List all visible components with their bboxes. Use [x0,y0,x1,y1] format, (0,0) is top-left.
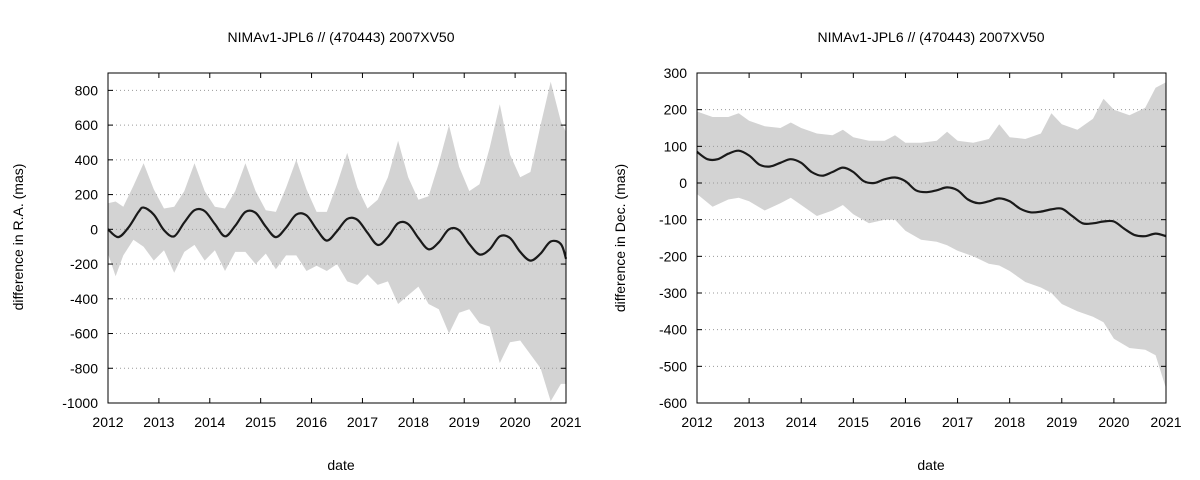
y-tick-label: -800 [70,360,98,376]
x-tick-label: 2015 [838,414,869,430]
x-tick-label: 2018 [994,414,1025,430]
y-tick-label: 300 [664,65,688,81]
uncertainty-band [108,81,566,402]
plot-frame [696,72,1167,404]
y-tick-label: 400 [75,152,99,168]
dec-difference-chart: NIMAv1-JPL6 // (470443) 2007XV50 date di… [612,29,1182,473]
y-tick-label: -300 [659,285,687,301]
ra-difference-chart: NIMAv1-JPL6 // (470443) 2007XV50 date di… [10,29,582,473]
x-tick-label: 2019 [1046,414,1077,430]
y-tick-label: -200 [659,248,687,264]
x-tick-label: 2016 [890,414,921,430]
x-tick-label: 2019 [449,414,480,430]
uncertainty-band [697,82,1166,389]
y-tick-label: -200 [70,256,98,272]
x-tick-label: 2012 [681,414,712,430]
x-tick-label: 2017 [942,414,973,430]
x-tick-label: 2016 [296,414,327,430]
y-tick-label: 0 [679,175,687,191]
y-tick-label: -100 [659,212,687,228]
x-tick-label: 2013 [143,414,174,430]
plot-frame [107,72,567,404]
y-tick-label: 800 [75,82,99,98]
x-tick-label: 2013 [734,414,765,430]
x-tick-label: 2014 [786,414,817,430]
y-tick-label: 200 [75,187,99,203]
x-tick-label: 2017 [347,414,378,430]
difference-line [107,206,568,262]
x-tick-label: 2012 [92,414,123,430]
chart-title: NIMAv1-JPL6 // (470443) 2007XV50 [818,29,1045,45]
y-tick-label: 100 [664,138,688,154]
y-tick-label: -400 [70,291,98,307]
plot-area [107,72,568,404]
x-tick-label: 2015 [245,414,276,430]
y-tick-label: 0 [90,221,98,237]
x-tick-label: 2021 [550,414,581,430]
x-tick-label: 2014 [194,414,225,430]
y-tick-label: -600 [70,326,98,342]
y-axis-label: difference in R.A. (mas) [10,164,26,311]
y-tick-label: -500 [659,358,687,374]
difference-line [696,149,1167,238]
chart-title: NIMAv1-JPL6 // (470443) 2007XV50 [228,29,455,45]
y-tick-label: 200 [664,102,688,118]
y-tick-label: -1000 [62,395,98,411]
x-axis-label: date [327,457,354,473]
plot-area [696,72,1167,404]
y-tick-label: -600 [659,395,687,411]
x-axis-label: date [917,457,944,473]
x-tick-label: 2020 [500,414,531,430]
x-tick-label: 2021 [1150,414,1181,430]
y-axis-label: difference in Dec. (mas) [612,164,628,312]
y-tick-label: 600 [75,117,99,133]
x-tick-label: 2020 [1098,414,1129,430]
x-tick-label: 2018 [398,414,429,430]
y-tick-label: -400 [659,322,687,338]
